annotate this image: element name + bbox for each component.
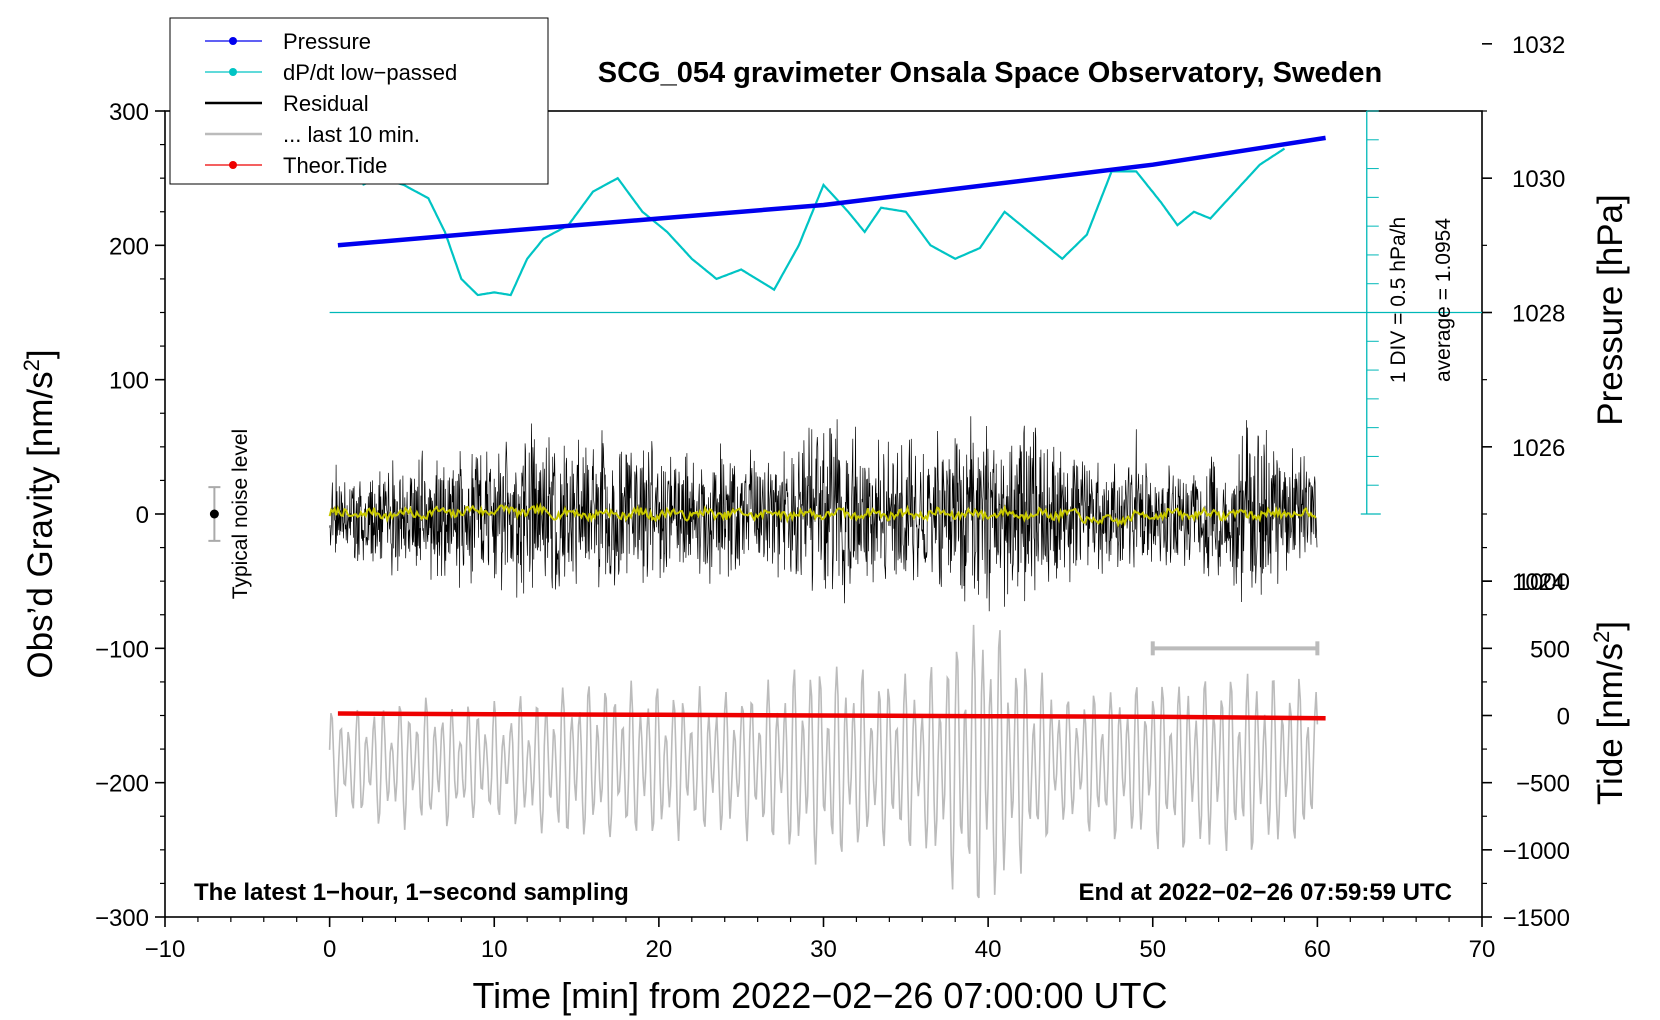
tide-tick-label: 500 <box>1530 636 1570 663</box>
residual-smoothed-line <box>328 502 1317 528</box>
y-tick-label: 100 <box>109 368 149 395</box>
residual-line <box>329 416 1318 612</box>
tide-tick-label: 1000 <box>1517 569 1570 596</box>
y-tick-label: −300 <box>95 905 149 932</box>
legend-marker <box>229 37 237 45</box>
legend-label: dP/dt low−passed <box>283 60 457 85</box>
legend-box <box>169 17 549 185</box>
y-axis-label-left: Obs’d Gravity [nm/s2] <box>19 349 60 678</box>
legend: Pressure dP/dt low−passed Residual ... last… <box>169 17 549 185</box>
series-layer <box>328 110 1482 899</box>
x-tick-label: 30 <box>810 936 837 963</box>
pressure-tick-label: 1028 <box>1512 301 1565 328</box>
y-axis-label-pressure: Pressure [hPa] <box>1591 194 1630 426</box>
x-tick-label: 0 <box>323 936 336 963</box>
chart-title: SCG_054 gravimeter Onsala Space Observat… <box>598 57 1382 89</box>
tide-tick-label: −1000 <box>1503 838 1570 865</box>
y-tick-label: 200 <box>109 233 149 260</box>
y-axis-label-tide: Tide [nm/s2] <box>1589 621 1630 805</box>
dpdt-line <box>362 147 1286 297</box>
pressure-tick-label: 1024 <box>1512 569 1565 596</box>
pressure-tick-label: 1032 <box>1512 32 1565 59</box>
legend-label: ... last 10 min. <box>283 122 420 147</box>
x-tick-label: 10 <box>481 936 508 963</box>
div-scale-label: 1 DIV = 0.5 hPa/h <box>1387 217 1410 383</box>
pressure-tick-label: 1026 <box>1512 435 1565 462</box>
x-tick-label: 50 <box>1139 936 1166 963</box>
legend-label: Theor.Tide <box>283 153 387 178</box>
tide-tick-label: −1500 <box>1503 905 1570 932</box>
x-tick-label: 20 <box>646 936 673 963</box>
pressure-tick-label: 1030 <box>1512 166 1565 193</box>
x-axis-label: Time [min] from 2022−02−26 07:00:00 UTC <box>472 975 1167 1016</box>
sampling-note: The latest 1−hour, 1−second sampling <box>194 879 629 906</box>
overlay-layer <box>208 486 1320 656</box>
end-time-note: End at 2022−02−26 07:59:59 UTC <box>1078 879 1452 906</box>
axis-ticks: −10 0 10 20 30 40 50 60 703002001000−100−200−300… <box>95 32 1570 963</box>
x-tick-label: 70 <box>1469 936 1496 963</box>
legend-label: Pressure <box>283 29 371 54</box>
x-tick-label: 60 <box>1304 936 1331 963</box>
y-tick-label: 300 <box>109 99 149 126</box>
tide-tick-label: −500 <box>1516 771 1570 798</box>
noise-level-label: Typical noise level <box>229 429 252 599</box>
x-tick-label: −10 <box>145 936 186 963</box>
y-tick-label: 0 <box>136 502 149 529</box>
last-10min-line <box>328 624 1319 899</box>
tide-line <box>337 711 1326 721</box>
legend-marker <box>229 68 237 76</box>
pressure-line <box>337 135 1326 248</box>
noise-bar-center <box>209 509 219 519</box>
tide-tick-label: 0 <box>1557 704 1570 731</box>
y-tick-label: −100 <box>95 636 149 663</box>
legend-marker <box>229 161 237 169</box>
x-tick-label: 40 <box>975 936 1002 963</box>
legend-label: Residual <box>283 91 369 116</box>
legend-items: Pressure dP/dt low−passed Residual ... last… <box>205 29 457 178</box>
average-label: average = 1.0954 <box>1432 218 1455 382</box>
y-tick-label: −200 <box>95 771 149 798</box>
